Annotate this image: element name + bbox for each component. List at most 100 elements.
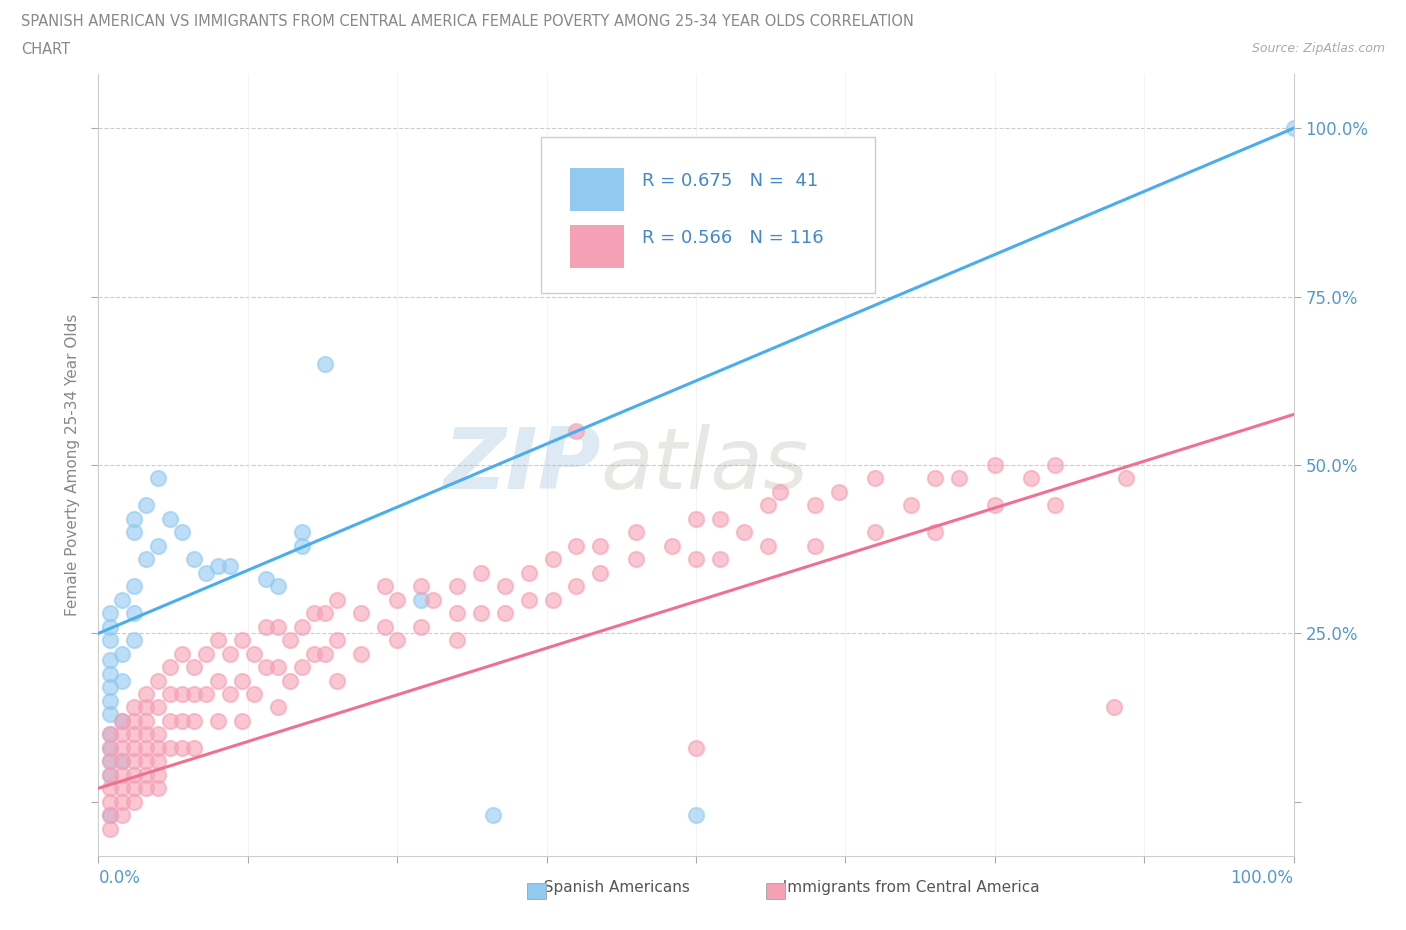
Point [172,686,194,701]
Point [385,592,409,607]
Point [135,767,157,782]
Point [804,498,827,512]
Point [148,767,170,782]
Point [374,578,396,593]
Point [267,619,290,634]
Point [135,740,157,755]
Point [111,754,134,769]
Point [517,565,540,580]
Point [135,551,157,566]
Point [111,713,134,728]
Point [984,498,1007,512]
Point [470,605,492,620]
Point [541,592,564,607]
Point [207,632,229,647]
Point [135,781,157,796]
Point [124,512,146,526]
Point [98,781,122,796]
Point [98,727,122,742]
Point [98,727,122,742]
Point [291,525,314,539]
Point [183,551,205,566]
Point [124,700,146,715]
Point [148,673,170,688]
Point [111,740,134,755]
Point [148,538,170,553]
Point [124,781,146,796]
Point [291,538,314,553]
Point [111,673,134,688]
Point [195,646,218,661]
Point [207,559,229,574]
Point [124,713,146,728]
Point [98,808,122,823]
Point [267,578,290,593]
Text: 100.0%: 100.0% [1230,869,1294,887]
Point [231,632,253,647]
Point [254,619,277,634]
Point [1115,471,1137,485]
Point [183,713,205,728]
Point [148,471,170,485]
Text: Spanish Americans: Spanish Americans [534,880,690,895]
Point [111,794,134,809]
Point [148,700,170,715]
Point [124,754,146,769]
Point [195,686,218,701]
Point [685,551,707,566]
Point [159,740,181,755]
Point [243,686,266,701]
Point [589,565,612,580]
Point [148,727,170,742]
Point [1104,700,1126,715]
Point [315,356,337,371]
Point [541,551,564,566]
Point [768,485,790,499]
Text: ZIP: ZIP [443,423,600,507]
Point [385,632,409,647]
Point [124,794,146,809]
Point [111,767,134,782]
Text: atlas: atlas [600,423,808,507]
Point [183,659,205,674]
Point [924,471,946,485]
Point [481,808,505,823]
Point [326,632,349,647]
Point [900,498,922,512]
Point [172,525,194,539]
Text: 0.0%: 0.0% [98,869,141,887]
Text: R = 0.675   N =  41: R = 0.675 N = 41 [643,172,818,190]
Point [374,619,396,634]
Point [411,592,433,607]
Point [278,673,301,688]
Point [422,592,444,607]
Point [98,707,122,722]
Point [494,605,516,620]
Point [350,605,373,620]
Point [302,605,325,620]
Point [326,673,349,688]
Point [1043,498,1066,512]
Point [219,646,242,661]
Text: SPANISH AMERICAN VS IMMIGRANTS FROM CENTRAL AMERICA FEMALE POVERTY AMONG 25-34 Y: SPANISH AMERICAN VS IMMIGRANTS FROM CENT… [21,14,914,29]
Point [159,686,181,701]
Point [278,632,301,647]
Point [124,740,146,755]
Text: Source: ZipAtlas.com: Source: ZipAtlas.com [1251,42,1385,55]
Point [98,767,122,782]
Point [98,794,122,809]
Text: Immigrants from Central America: Immigrants from Central America [773,880,1040,895]
Point [517,592,540,607]
Point [948,471,970,485]
Point [231,713,253,728]
Point [1282,121,1305,136]
Point [350,646,373,661]
Point [135,498,157,512]
Point [159,659,181,674]
Point [984,458,1007,472]
Point [98,632,122,647]
Point [828,485,851,499]
Point [804,538,827,553]
Point [411,619,433,634]
Point [685,808,707,823]
